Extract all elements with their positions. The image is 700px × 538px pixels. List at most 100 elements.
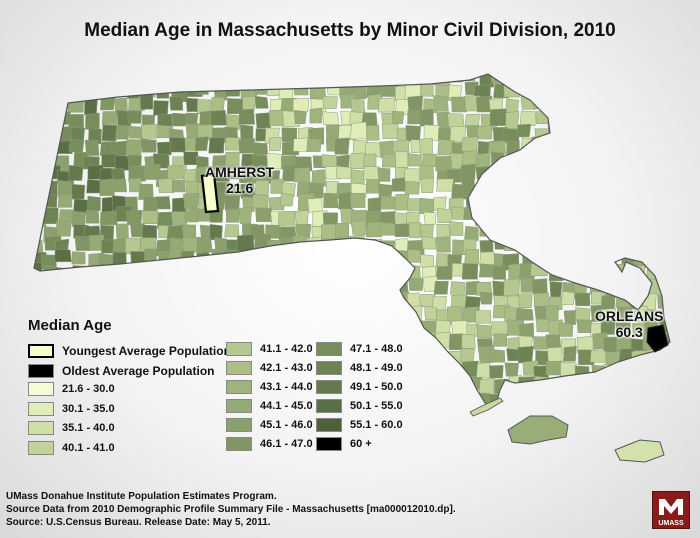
municipality-cell bbox=[558, 123, 572, 138]
municipality-cell bbox=[559, 155, 575, 169]
municipality-cell bbox=[349, 121, 368, 140]
legend-swatch bbox=[28, 402, 54, 416]
municipality-cell bbox=[618, 151, 634, 168]
municipality-cell bbox=[575, 165, 590, 180]
municipality-cell bbox=[266, 265, 282, 281]
municipality-cell bbox=[628, 211, 644, 225]
municipality-cell bbox=[41, 153, 54, 170]
municipality-cell bbox=[451, 320, 469, 335]
municipality-cell bbox=[423, 211, 437, 225]
municipality-cell bbox=[34, 74, 41, 86]
municipality-cell bbox=[34, 136, 45, 154]
municipality-cell bbox=[142, 210, 159, 224]
municipality-cell bbox=[34, 123, 43, 139]
municipality-cell bbox=[488, 196, 507, 210]
municipality-cell bbox=[34, 294, 47, 309]
municipality-cell bbox=[125, 309, 143, 326]
municipality-cell bbox=[283, 321, 301, 339]
legend-title: Median Age bbox=[28, 317, 112, 334]
municipality-cell bbox=[478, 184, 495, 200]
municipality-cell bbox=[307, 321, 324, 336]
municipality-cell bbox=[489, 365, 504, 379]
municipality-cell bbox=[573, 154, 587, 168]
municipality-cell bbox=[515, 196, 531, 215]
municipality-cell bbox=[378, 251, 393, 266]
municipality-cell bbox=[34, 94, 50, 110]
municipality-cell bbox=[573, 182, 590, 195]
municipality-cell bbox=[660, 365, 670, 380]
municipality-cell bbox=[617, 138, 633, 155]
municipality-cell bbox=[183, 192, 200, 209]
source-line: UMass Donahue Institute Population Estim… bbox=[6, 491, 277, 502]
municipality-cell bbox=[560, 208, 578, 224]
municipality-cell bbox=[558, 322, 574, 337]
municipality-cell bbox=[420, 177, 435, 194]
municipality-cell bbox=[436, 391, 451, 406]
municipality-cell bbox=[350, 277, 365, 294]
municipality-cell bbox=[424, 307, 439, 320]
municipality-cell bbox=[531, 236, 547, 250]
municipality-cell bbox=[560, 361, 577, 377]
municipality-cell bbox=[55, 220, 72, 237]
municipality-cell bbox=[156, 377, 172, 393]
legend-class-4: 41.1 - 42.0 bbox=[226, 342, 313, 356]
municipality-cell bbox=[548, 96, 565, 113]
municipality-cell bbox=[602, 236, 618, 253]
legend-label: 55.1 - 60.0 bbox=[350, 419, 403, 431]
municipality-cell bbox=[126, 391, 143, 406]
municipality-cell bbox=[409, 390, 425, 406]
municipality-cell bbox=[380, 308, 398, 325]
municipality-cell bbox=[194, 136, 209, 151]
municipality-cell bbox=[447, 113, 465, 128]
municipality-cell bbox=[628, 237, 647, 253]
municipality-cell bbox=[334, 137, 350, 155]
municipality-cell bbox=[255, 207, 273, 223]
municipality-cell bbox=[46, 109, 60, 126]
municipality-cell bbox=[41, 80, 57, 96]
municipality-cell bbox=[57, 193, 73, 208]
municipality-cell bbox=[544, 155, 562, 171]
municipality-cell bbox=[98, 296, 113, 311]
municipality-cell bbox=[662, 265, 670, 281]
municipality-cell bbox=[309, 278, 323, 292]
legend-youngest: Youngest Average Population bbox=[28, 344, 231, 358]
municipality-cell bbox=[127, 110, 142, 124]
municipality-cell bbox=[534, 388, 550, 404]
municipality-cell bbox=[588, 179, 606, 196]
municipality-cell bbox=[662, 182, 670, 198]
municipality-cell bbox=[112, 390, 130, 406]
municipality-cell bbox=[446, 74, 463, 83]
municipality-cell bbox=[171, 179, 186, 193]
municipality-cell bbox=[423, 365, 438, 381]
municipality-cell bbox=[672, 110, 688, 126]
municipality-cell bbox=[311, 295, 328, 309]
municipality-cell bbox=[284, 74, 301, 89]
municipality-cell bbox=[518, 74, 535, 84]
municipality-cell bbox=[377, 167, 391, 182]
municipality-cell bbox=[558, 83, 575, 97]
municipality-cell bbox=[58, 74, 75, 82]
municipality-cell bbox=[619, 221, 637, 236]
municipality-cell bbox=[199, 305, 215, 320]
municipality-cell bbox=[34, 278, 49, 295]
municipality-cell bbox=[563, 310, 577, 325]
legend-swatch bbox=[226, 342, 252, 356]
municipality-cell bbox=[293, 167, 311, 183]
municipality-cell bbox=[141, 389, 158, 404]
municipality-cell bbox=[214, 264, 228, 279]
municipality-cell bbox=[602, 391, 619, 405]
municipality-cell bbox=[563, 378, 578, 395]
municipality-cell bbox=[604, 248, 618, 264]
municipality-cell bbox=[101, 111, 118, 125]
municipality-cell bbox=[241, 319, 255, 336]
municipality-cell bbox=[225, 208, 241, 223]
municipality-cell bbox=[310, 264, 326, 281]
municipality-cell bbox=[490, 321, 509, 336]
municipality-cell bbox=[269, 109, 284, 127]
municipality-cell bbox=[110, 308, 127, 324]
legend-class-10: 47.1 - 48.0 bbox=[316, 342, 403, 356]
legend-class-1: 30.1 - 35.0 bbox=[28, 402, 115, 416]
municipality-cell bbox=[306, 138, 322, 152]
municipality-cell bbox=[645, 194, 660, 212]
municipality-cell bbox=[423, 377, 438, 393]
